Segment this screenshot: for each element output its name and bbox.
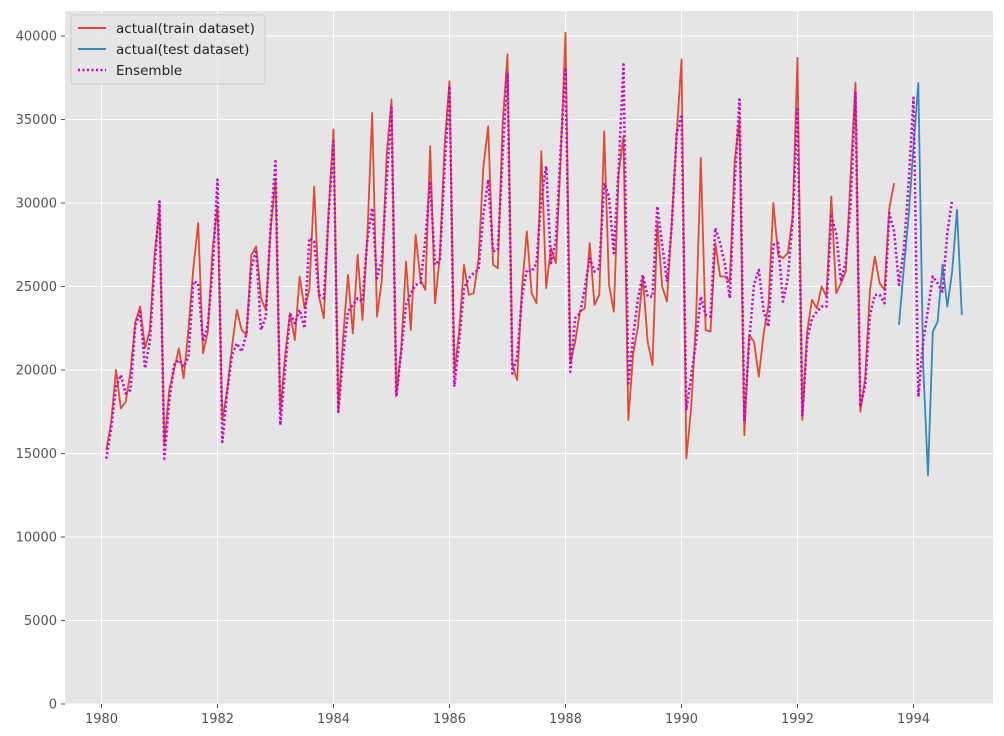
- x-tick-label: 1992: [781, 712, 814, 727]
- y-tick-label: 30000: [16, 197, 57, 212]
- x-tick-label: 1986: [433, 712, 466, 727]
- y-tick-label: 10000: [16, 531, 57, 546]
- legend-label-test: actual(test dataset): [116, 42, 249, 58]
- series-line-test: [898, 81, 963, 477]
- series-layer: [105, 31, 963, 477]
- legend-label-ensemble: Ensemble: [116, 63, 182, 79]
- x-tick-label: 1994: [897, 712, 930, 727]
- y-tick-label: 15000: [16, 447, 57, 462]
- x-tick-label: 1988: [549, 712, 582, 727]
- legend: actual(train dataset) actual(test datase…: [70, 14, 266, 85]
- x-tick-label: 1984: [317, 712, 350, 727]
- y-tick-label: 20000: [16, 364, 57, 379]
- legend-box: [70, 14, 266, 85]
- x-tick-label: 1980: [85, 712, 118, 727]
- series-line-ensemble: [105, 63, 954, 460]
- legend-label-train: actual(train dataset): [116, 21, 255, 37]
- x-tick-label: 1990: [665, 712, 698, 727]
- y-tick-label: 35000: [16, 113, 57, 128]
- plot-area: [65, 11, 993, 704]
- x-axis: 1980 1982 1984 1986 1988 1990 1992 1994: [85, 704, 930, 727]
- y-tick-label: 40000: [16, 30, 57, 45]
- y-tick-label: 25000: [16, 280, 57, 295]
- y-axis: 0 5000 10000 15000 20000 25000 30000 35000 40000: [16, 30, 65, 713]
- y-tick-label: 5000: [24, 614, 57, 629]
- y-tick-label: 0: [49, 698, 57, 713]
- x-tick-label: 1982: [201, 712, 234, 727]
